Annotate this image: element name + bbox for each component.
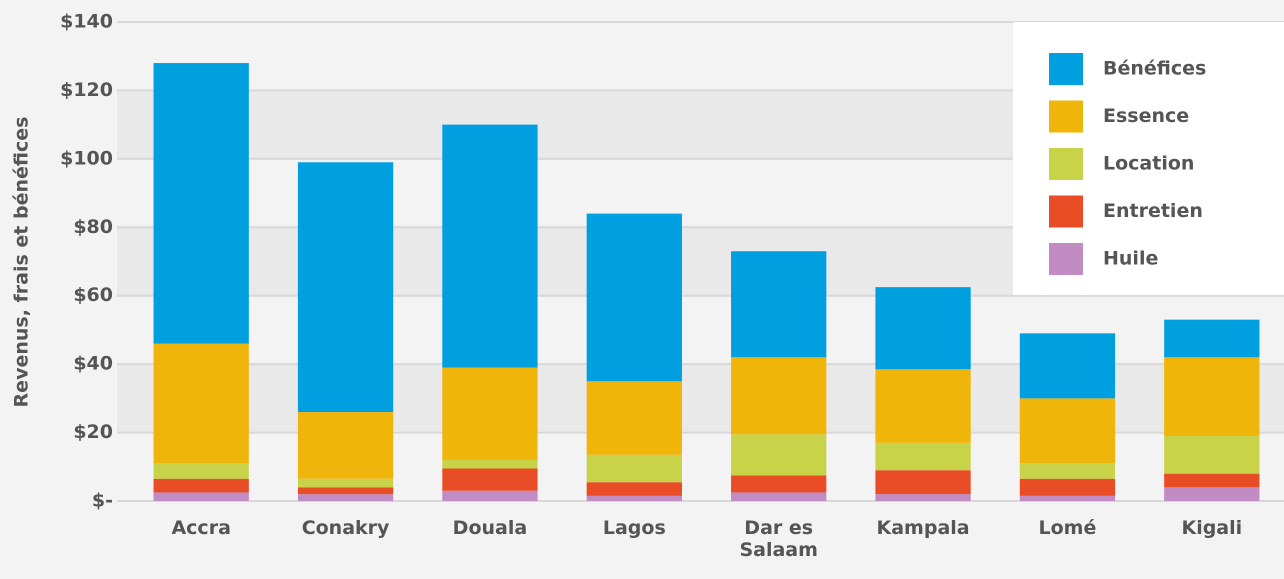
x-tick-label: Dar es Salaam bbox=[739, 517, 818, 561]
bar-segment bbox=[1019, 333, 1116, 399]
legend-label: Entretien bbox=[1103, 200, 1203, 222]
bar-segment bbox=[586, 482, 682, 496]
bar-segment bbox=[442, 459, 538, 469]
bar-segment bbox=[153, 463, 249, 479]
y-tick-label: $100 bbox=[60, 147, 113, 169]
y-tick-label: $60 bbox=[73, 284, 113, 306]
bar-segment bbox=[1164, 473, 1260, 488]
y-tick-label: $140 bbox=[60, 11, 113, 33]
bar-segment bbox=[442, 468, 538, 491]
legend-label: Essence bbox=[1103, 105, 1189, 127]
bar-segment bbox=[297, 494, 394, 501]
x-tick-label: Lagos bbox=[602, 517, 666, 539]
y-tick-label: $80 bbox=[73, 216, 113, 238]
y-tick-label: $20 bbox=[73, 421, 113, 443]
bar-segment bbox=[442, 124, 538, 368]
bar-segment bbox=[153, 492, 249, 501]
bar-segment bbox=[731, 251, 827, 358]
legend-label: Bénéfices bbox=[1103, 58, 1206, 80]
y-tick-label: $40 bbox=[73, 353, 113, 375]
bar-segment bbox=[875, 470, 971, 495]
legend-swatch bbox=[1049, 53, 1083, 85]
bar-segment bbox=[1164, 487, 1260, 501]
bar-segment bbox=[153, 343, 249, 464]
y-tick-label: $- bbox=[92, 490, 113, 512]
y-tick-label: $120 bbox=[60, 79, 113, 101]
legend-label: Location bbox=[1103, 153, 1194, 175]
bar-segment bbox=[442, 367, 538, 460]
bar-segment bbox=[1019, 478, 1116, 496]
x-tick-label: Kampala bbox=[876, 517, 970, 539]
x-tick-label: Conakry bbox=[301, 517, 390, 539]
bar-segment bbox=[586, 495, 682, 501]
bar-segment bbox=[731, 475, 827, 493]
x-tick-label: Kigali bbox=[1181, 517, 1243, 539]
y-axis-label: Revenus, frais et bénéfices bbox=[11, 117, 33, 408]
bar-segment bbox=[1019, 398, 1116, 464]
bar-segment bbox=[875, 494, 971, 501]
bar-segment bbox=[153, 63, 249, 344]
x-tick-label: Douala bbox=[452, 517, 528, 539]
bar-segment bbox=[875, 442, 971, 471]
bar-segment bbox=[297, 162, 394, 413]
legend-swatch bbox=[1049, 148, 1083, 180]
bar-segment bbox=[1164, 319, 1260, 358]
bar-segment bbox=[731, 434, 827, 476]
bar-segment bbox=[586, 381, 682, 455]
x-tick-label: Accra bbox=[171, 517, 231, 539]
bar-segment bbox=[297, 478, 394, 488]
legend-swatch bbox=[1049, 243, 1083, 275]
bar-segment bbox=[297, 487, 394, 495]
bar-segment bbox=[586, 454, 682, 483]
bar-segment bbox=[875, 287, 971, 370]
x-tick-label: Lomé bbox=[1038, 517, 1097, 539]
bar-segment bbox=[153, 478, 249, 493]
bar-segment bbox=[731, 492, 827, 501]
legend-swatch bbox=[1049, 100, 1083, 133]
bar-segment bbox=[731, 357, 827, 435]
legend-swatch bbox=[1049, 195, 1083, 228]
bar-segment bbox=[1019, 495, 1116, 501]
bar-segment bbox=[1164, 435, 1260, 474]
bar-segment bbox=[297, 412, 394, 479]
bar-segment bbox=[875, 369, 971, 443]
bar-segment bbox=[1019, 463, 1116, 479]
bar-segment bbox=[1164, 357, 1260, 436]
bar-segment bbox=[586, 213, 682, 382]
legend-label: Huile bbox=[1103, 248, 1158, 270]
bar-segment bbox=[442, 490, 538, 501]
